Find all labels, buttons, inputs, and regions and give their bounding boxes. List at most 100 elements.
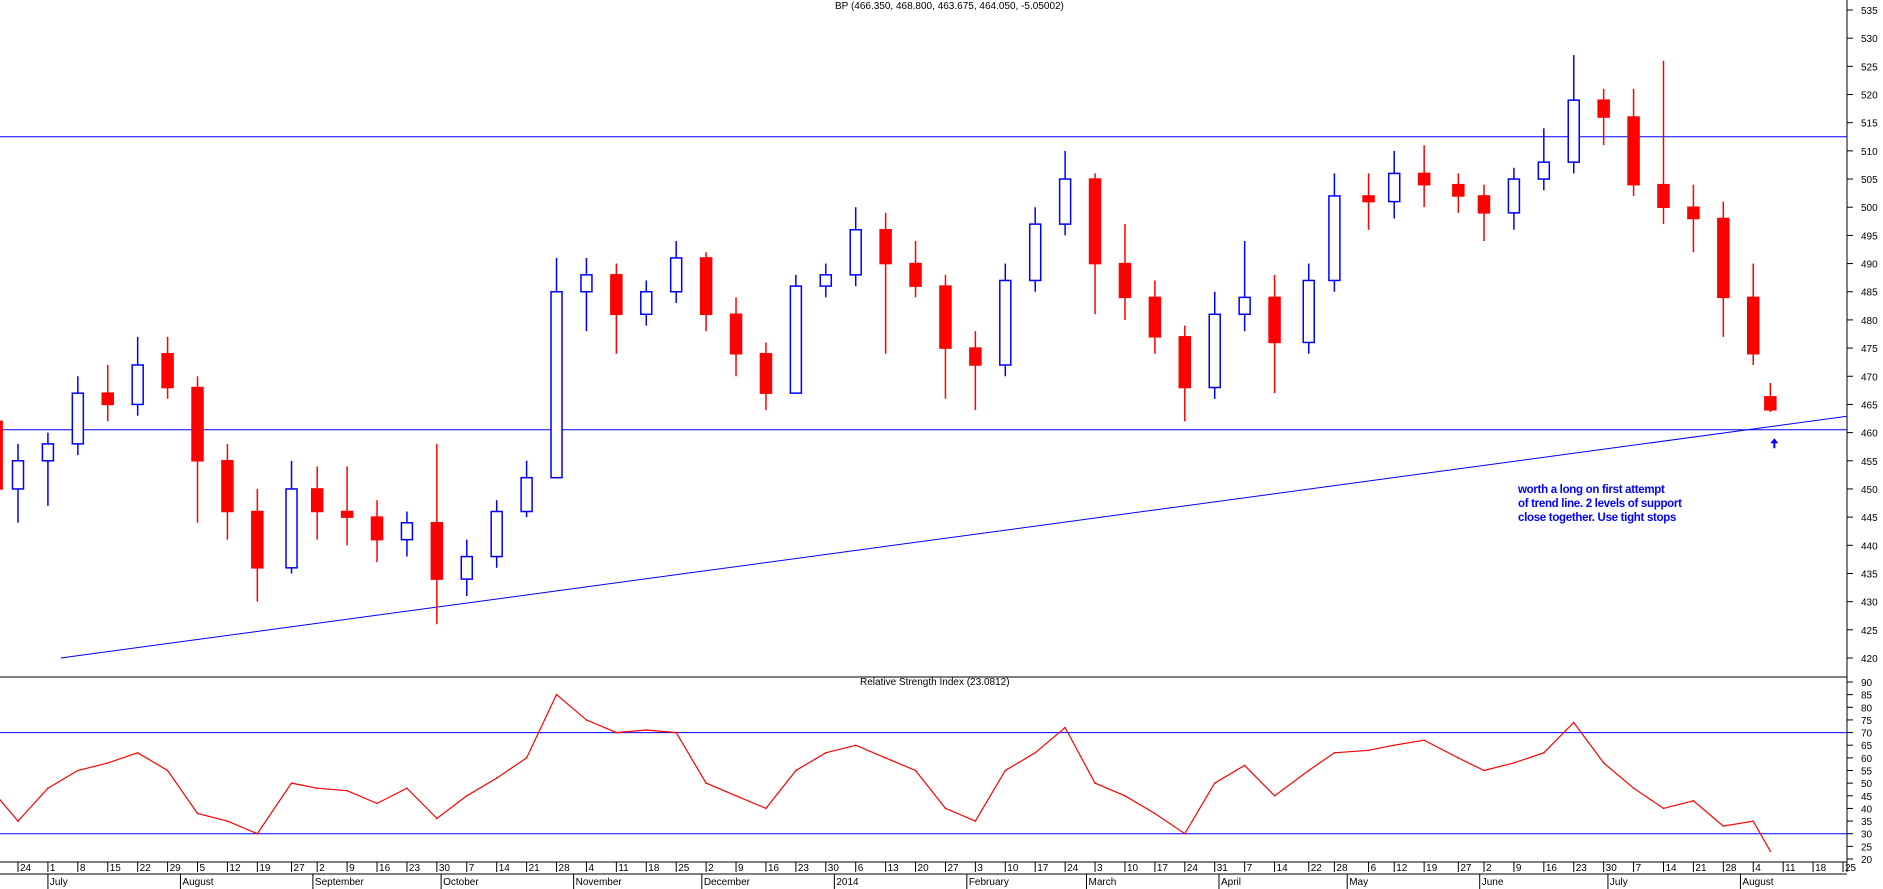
rsi-tick-label: 35 bbox=[1861, 817, 1873, 828]
month-label: March bbox=[1089, 877, 1117, 888]
rsi-point bbox=[1393, 744, 1396, 747]
rsi-tick-label: 55 bbox=[1861, 767, 1873, 778]
date-tick-label: 28 bbox=[1336, 863, 1348, 874]
candle-up bbox=[41, 443, 55, 462]
candle-down bbox=[1627, 116, 1640, 186]
rsi-point bbox=[1004, 769, 1007, 772]
rsi-point bbox=[1483, 769, 1485, 772]
month-label: February bbox=[969, 877, 1009, 888]
candle-down bbox=[699, 257, 713, 316]
price-tick-label: 490 bbox=[1861, 260, 1878, 271]
month-label: August bbox=[182, 877, 213, 888]
price-tick-label: 420 bbox=[1861, 654, 1878, 665]
rsi-point bbox=[974, 820, 977, 822]
rsi-point bbox=[1333, 752, 1336, 754]
rsi-point bbox=[615, 731, 618, 734]
rsi-point bbox=[1543, 752, 1545, 754]
date-tick-label: 17 bbox=[1157, 863, 1169, 874]
date-tick-label: 17 bbox=[1037, 863, 1049, 874]
price-tick-label: 455 bbox=[1861, 457, 1878, 468]
date-tick-label: 3 bbox=[977, 863, 983, 874]
candle-down bbox=[1452, 183, 1465, 197]
rsi-point bbox=[1273, 794, 1276, 797]
rsi-point bbox=[1423, 739, 1425, 741]
candle-up bbox=[490, 510, 503, 558]
month-label: November bbox=[576, 877, 623, 888]
price-tick-label: 515 bbox=[1861, 119, 1878, 130]
candle-down bbox=[101, 392, 115, 406]
rsi-point bbox=[1632, 787, 1635, 789]
rsi-point bbox=[1692, 800, 1695, 802]
date-tick-label: 6 bbox=[1371, 863, 1377, 874]
candle-up bbox=[640, 290, 653, 316]
candle-up bbox=[849, 229, 862, 276]
rsi-point bbox=[1367, 749, 1370, 752]
annotation-line: of trend line. 2 levels of support bbox=[1518, 498, 1682, 510]
date-tick-label: 16 bbox=[1546, 863, 1558, 874]
rsi-point bbox=[585, 719, 588, 721]
candle-up bbox=[1328, 195, 1341, 282]
date-tick-label: 1 bbox=[50, 863, 56, 874]
rsi-point bbox=[555, 693, 558, 696]
price-tick-label: 440 bbox=[1861, 541, 1878, 552]
date-tick-label: 23 bbox=[798, 863, 810, 874]
rsi-point bbox=[290, 782, 293, 784]
candle-down bbox=[0, 420, 3, 490]
price-tick-label: 470 bbox=[1861, 372, 1878, 383]
rsi-point bbox=[1243, 764, 1246, 767]
candle-down bbox=[610, 274, 623, 316]
month-label: 2014 bbox=[836, 877, 859, 888]
date-tick-label: 10 bbox=[1127, 863, 1139, 874]
rsi-point bbox=[166, 769, 169, 772]
annotation-line: worth a long on first attempt bbox=[1518, 484, 1665, 496]
rsi-point bbox=[1513, 762, 1515, 764]
candle-down bbox=[161, 352, 174, 389]
date-tick-label: 7 bbox=[1247, 863, 1253, 874]
annotation-line: close together. Use tight stops bbox=[1518, 512, 1677, 524]
date-tick-label: 2 bbox=[319, 863, 325, 874]
candle-up bbox=[550, 290, 563, 479]
rsi-point bbox=[1572, 721, 1575, 724]
candle-down bbox=[1764, 396, 1777, 411]
trend-line bbox=[60, 415, 1848, 659]
date-tick-label: 4 bbox=[1755, 863, 1761, 874]
rsi-point bbox=[1722, 825, 1725, 827]
candle-up bbox=[131, 364, 144, 406]
date-tick-label: 22 bbox=[1311, 863, 1323, 874]
candle-down bbox=[939, 285, 952, 349]
rsi-point bbox=[1752, 820, 1755, 822]
price-tick-label: 495 bbox=[1861, 231, 1878, 242]
rsi-point bbox=[795, 769, 797, 772]
price-tick-label: 535 bbox=[1861, 6, 1878, 17]
candle-down bbox=[251, 510, 264, 569]
rsi-point bbox=[1034, 752, 1037, 754]
date-tick-label: 24 bbox=[1187, 863, 1199, 874]
rsi-tick-label: 30 bbox=[1861, 830, 1873, 841]
rsi-point bbox=[765, 807, 767, 810]
rsi-point bbox=[735, 794, 737, 797]
rsi-tick-label: 65 bbox=[1861, 741, 1873, 752]
date-tick-label: 16 bbox=[379, 863, 391, 874]
rsi-tick-label: 90 bbox=[1861, 678, 1873, 689]
date-tick-label: 30 bbox=[439, 863, 451, 874]
month-label: October bbox=[443, 877, 479, 888]
candle-down bbox=[1687, 206, 1700, 220]
date-tick-label: 24 bbox=[20, 863, 32, 874]
rsi-point bbox=[196, 812, 199, 815]
rsi-point bbox=[1064, 726, 1066, 729]
month-label: December bbox=[704, 877, 751, 888]
rsi-tick-label: 80 bbox=[1861, 703, 1873, 714]
price-tick-label: 475 bbox=[1861, 344, 1878, 355]
candle-up bbox=[1507, 178, 1521, 214]
candle-down bbox=[969, 347, 982, 366]
rsi-point bbox=[1602, 762, 1605, 764]
date-tick-label: 14 bbox=[1277, 863, 1289, 874]
price-tick-label: 520 bbox=[1861, 91, 1878, 102]
candle-up bbox=[580, 274, 593, 293]
rsi-point bbox=[525, 757, 528, 759]
rsi-point bbox=[1154, 812, 1156, 815]
candle-up bbox=[999, 279, 1012, 366]
rsi-point bbox=[17, 820, 19, 822]
date-tick-label: 18 bbox=[1815, 863, 1827, 874]
price-tick-label: 485 bbox=[1861, 288, 1878, 299]
